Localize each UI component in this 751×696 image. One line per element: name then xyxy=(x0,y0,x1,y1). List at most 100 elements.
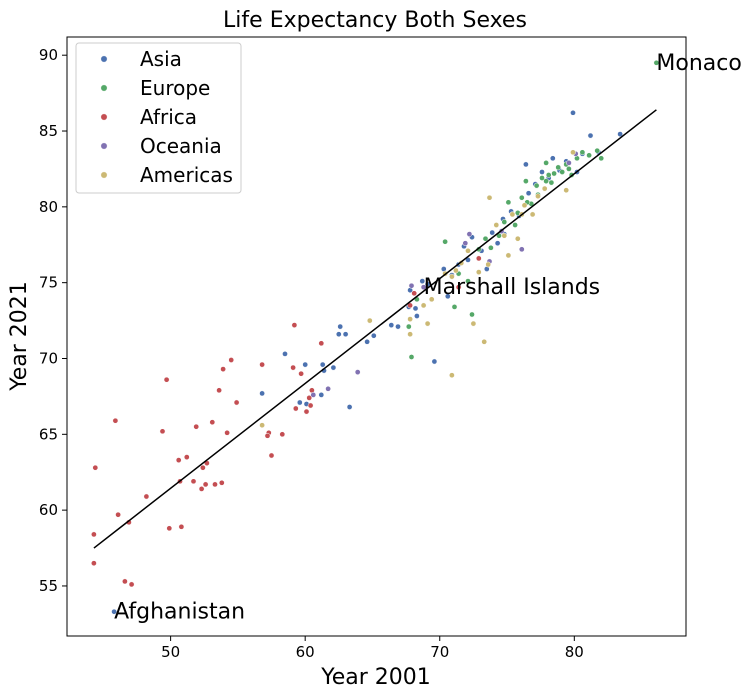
data-point-europe xyxy=(533,182,540,189)
data-point-africa xyxy=(259,361,265,368)
data-point-asia xyxy=(319,361,326,368)
data-point-africa xyxy=(291,322,298,328)
data-point-europe xyxy=(469,311,475,318)
data-point-asia xyxy=(395,323,401,330)
data-point-africa xyxy=(279,431,286,438)
data-point-europe xyxy=(482,235,489,242)
data-point-europe xyxy=(442,238,448,245)
data-point-asia xyxy=(346,404,353,410)
data-point-africa xyxy=(318,340,325,347)
data-point-americas xyxy=(541,185,548,192)
data-point-oceania xyxy=(408,282,415,289)
data-point-europe xyxy=(543,178,549,184)
data-point-asia xyxy=(282,351,288,357)
regression-line xyxy=(93,109,657,549)
data-point-americas xyxy=(420,302,427,309)
data-point-africa xyxy=(268,452,275,459)
data-point-africa xyxy=(298,370,304,377)
data-point-oceania xyxy=(354,369,361,375)
legend-label-oceania: Oceania xyxy=(140,134,222,158)
data-point-africa xyxy=(303,408,310,415)
data-point-asia xyxy=(330,364,337,371)
legend-label-asia: Asia xyxy=(140,47,182,71)
data-point-americas xyxy=(407,316,413,322)
data-point-europe xyxy=(465,278,471,284)
data-point-africa xyxy=(91,531,97,538)
data-point-asia xyxy=(388,322,395,328)
data-point-africa xyxy=(190,478,197,485)
data-point-asia xyxy=(489,229,496,236)
data-point-africa xyxy=(163,376,170,383)
data-point-africa xyxy=(224,429,230,436)
data-point-asia xyxy=(342,331,349,338)
data-point-asia xyxy=(412,305,419,312)
data-point-europe xyxy=(451,304,458,310)
data-point-americas xyxy=(563,187,570,194)
data-point-asia xyxy=(617,131,623,137)
data-point-oceania xyxy=(420,284,427,291)
x-tick-label: 80 xyxy=(565,643,584,661)
annotations-layer: Monaco Marshall Islands Afghanistan xyxy=(114,51,742,625)
data-point-asia xyxy=(424,281,431,288)
data-point-europe xyxy=(594,147,601,154)
annotation-label: Monaco xyxy=(656,51,741,76)
data-point-asia xyxy=(318,392,325,398)
data-point-asia xyxy=(259,390,265,397)
y-tick-label: 65 xyxy=(39,425,58,443)
data-point-africa xyxy=(220,366,226,372)
data-point-africa xyxy=(292,405,299,412)
chart-title: Life Expectancy Both Sexes xyxy=(223,8,527,33)
data-point-africa xyxy=(122,578,128,585)
plot-frame xyxy=(66,36,687,637)
data-point-europe xyxy=(566,166,572,172)
data-point-asia xyxy=(111,608,117,615)
data-point-oceania xyxy=(518,246,525,253)
data-point-americas xyxy=(514,235,521,242)
data-point-africa xyxy=(306,395,313,401)
data-point-americas xyxy=(449,273,455,280)
data-point-europe xyxy=(559,169,566,175)
legend-marker-oceania xyxy=(100,142,108,150)
data-point-americas xyxy=(475,269,482,275)
data-point-oceania xyxy=(325,385,331,392)
data-point-africa xyxy=(193,423,200,430)
data-point-americas xyxy=(501,232,508,239)
data-point-asia xyxy=(539,169,545,175)
data-point-asia xyxy=(337,323,344,330)
data-point-americas xyxy=(453,267,459,274)
data-point-africa xyxy=(143,493,150,500)
y-tick-label: 85 xyxy=(39,122,58,140)
data-point-africa xyxy=(178,523,185,530)
data-point-africa xyxy=(166,525,173,532)
data-point-africa xyxy=(198,486,205,492)
data-point-americas xyxy=(485,261,492,268)
data-point-americas xyxy=(486,194,493,201)
data-point-americas xyxy=(366,317,373,324)
data-point-africa xyxy=(411,290,418,297)
data-point-americas xyxy=(505,252,512,259)
data-point-africa xyxy=(202,481,209,488)
data-point-africa xyxy=(212,481,218,488)
legend-marker-americas xyxy=(100,171,108,179)
legend: Asia Europe Africa Oceania Americas xyxy=(75,42,242,194)
data-point-europe xyxy=(539,175,545,181)
data-point-asia xyxy=(414,313,420,319)
data-point-europe xyxy=(579,149,586,156)
data-point-asia xyxy=(370,332,377,339)
data-point-europe xyxy=(586,152,592,159)
y-tick-label: 55 xyxy=(39,577,58,595)
data-point-americas xyxy=(465,247,471,254)
data-point-europe xyxy=(518,194,525,201)
data-point-europe xyxy=(523,178,529,184)
data-point-africa xyxy=(91,560,97,567)
x-axis-ticks: 50 60 70 80 xyxy=(161,636,584,661)
data-point-africa xyxy=(290,364,296,371)
legend-label-africa: Africa xyxy=(140,105,197,129)
legend-marker-africa xyxy=(100,113,108,121)
data-point-africa xyxy=(159,428,166,435)
data-point-americas xyxy=(449,372,455,379)
data-point-europe xyxy=(548,179,555,186)
data-point-asia xyxy=(523,161,529,168)
data-point-africa xyxy=(407,302,413,309)
data-point-oceania xyxy=(466,231,473,237)
